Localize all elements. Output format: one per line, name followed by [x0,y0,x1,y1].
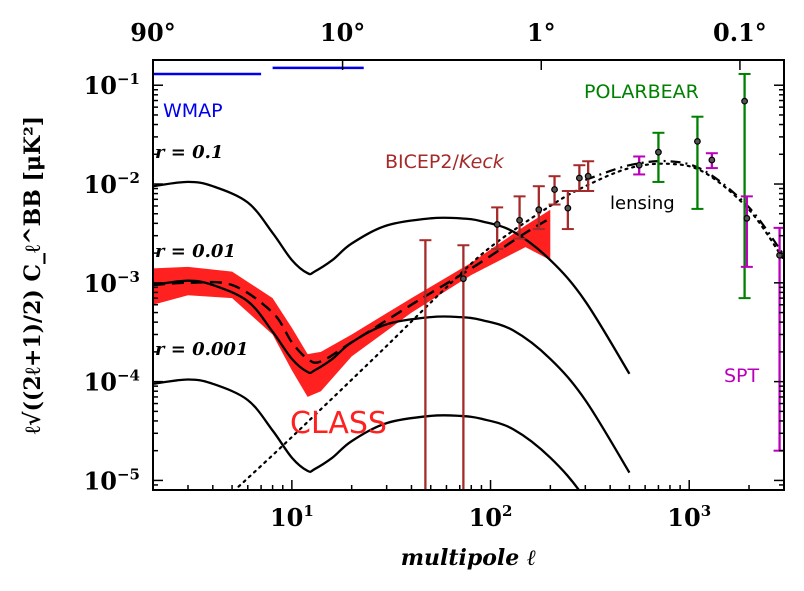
data-point [564,204,572,212]
data-point [575,174,583,182]
bicep-label-main: BICEP2/ [385,151,459,173]
polarbear-label: POLARBEAR [584,81,699,103]
y-tick-label-exponent: −4 [117,367,140,385]
data-point [459,275,467,283]
top-tick-label: 0.1° [713,18,767,47]
data-point [584,172,592,180]
plot-frame [152,59,785,491]
y-tick-label-exponent: −5 [117,465,140,483]
x-tick-label-base: 10 [667,503,700,532]
y-tick-label-base: 10 [84,71,117,100]
y-tick-label: 10−4 [84,367,140,397]
class-label: CLASS [290,406,387,441]
x-tick-label: 102 [469,502,513,532]
x-tick-label-exponent: 1 [303,502,313,520]
y-tick-label-base: 10 [84,466,117,495]
wmap-label: WMAP [163,100,223,122]
model-curve-label: r = 0.01 [155,241,236,262]
top-tick-label: 1° [527,18,556,47]
model-curve [153,279,631,474]
data-point [708,156,716,164]
top-tick-label: 90° [130,18,175,47]
data-points-layer [153,66,784,490]
data-point [655,148,662,156]
y-tick-label: 10−3 [84,268,140,298]
y-tick-label: 10−2 [84,169,140,199]
y-tick-label-exponent: −2 [117,169,140,187]
model-curve [153,378,581,490]
y-tick-label-base: 10 [84,170,117,199]
y-tick-label: 10−5 [84,465,140,495]
lensing-total-curve [584,159,784,256]
x-tick-label-base: 10 [469,503,502,532]
x-tick-label: 101 [270,502,314,532]
model-curve-label: r = 0.1 [155,142,223,163]
y-tick-label: 10−1 [84,70,140,100]
data-point [551,186,558,193]
data-point [743,214,751,222]
y-axis-title: ℓ√((2ℓ+1)/2) C_ℓ^BB [μK²] [20,116,46,434]
class-expected-curve [153,217,551,364]
bicep-label-italic: Keck [459,151,505,173]
model-curve-label: r = 0.001 [155,339,248,360]
spt-label: SPT [724,365,760,387]
y-tick-label-base: 10 [84,269,117,298]
data-point [516,216,523,224]
y-tick-label-base: 10 [84,368,117,397]
data-point [493,221,501,228]
x-axis-title: multipole ℓ [401,545,537,571]
x-tick-label: 103 [667,502,711,532]
x-tick-label-base: 10 [270,503,303,532]
lensing-curve [233,162,784,490]
data-point [635,161,643,169]
x-tick-label-exponent: 2 [502,502,512,520]
data-point [694,138,701,145]
top-tick-label: 10° [320,18,365,47]
bicep-label: BICEP2/Keck [385,151,505,173]
y-tick-label-exponent: −3 [117,268,140,286]
data-point [741,97,748,105]
data-point [535,206,543,214]
lensing-label: lensing [610,193,675,214]
x-tick-label-exponent: 3 [701,502,711,520]
y-tick-label-exponent: −1 [117,70,140,88]
